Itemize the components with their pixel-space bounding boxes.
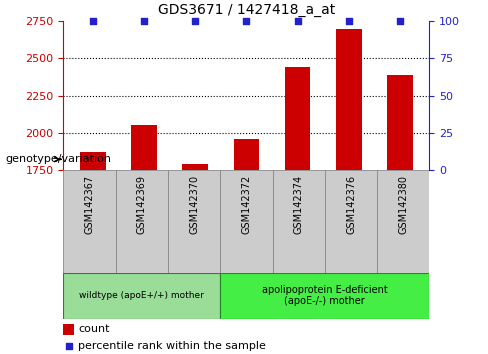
Bar	[220, 273, 429, 319]
Bar	[63, 170, 116, 273]
Text: GSM142370: GSM142370	[189, 175, 199, 234]
Bar	[80, 152, 106, 170]
Text: wildtype (apoE+/+) mother: wildtype (apoE+/+) mother	[80, 291, 204, 300]
Bar	[273, 170, 325, 273]
Bar	[168, 170, 220, 273]
Bar	[285, 67, 310, 170]
Bar	[220, 170, 273, 273]
Point	[140, 18, 148, 24]
Bar	[377, 170, 429, 273]
Point	[243, 18, 250, 24]
Text: genotype/variation: genotype/variation	[5, 154, 111, 164]
Bar	[183, 164, 208, 170]
Bar	[234, 139, 259, 170]
Title: GDS3671 / 1427418_a_at: GDS3671 / 1427418_a_at	[158, 4, 335, 17]
Bar	[336, 29, 362, 170]
Bar	[325, 170, 377, 273]
Text: GSM142372: GSM142372	[242, 175, 251, 234]
Bar	[63, 273, 220, 319]
Bar	[116, 170, 168, 273]
Text: GSM142367: GSM142367	[84, 175, 95, 234]
Point	[89, 18, 97, 24]
Text: GSM142369: GSM142369	[137, 175, 147, 234]
Point	[396, 18, 404, 24]
Point	[345, 18, 353, 24]
Text: apolipoprotein E-deficient
(apoE-/-) mother: apolipoprotein E-deficient (apoE-/-) mot…	[262, 285, 388, 307]
Point	[191, 18, 199, 24]
Text: count: count	[78, 324, 110, 334]
Text: GSM142380: GSM142380	[398, 175, 408, 234]
Point	[65, 343, 73, 349]
Text: GSM142374: GSM142374	[294, 175, 304, 234]
Bar	[131, 125, 157, 170]
Point	[294, 18, 302, 24]
Text: GSM142376: GSM142376	[346, 175, 356, 234]
Bar	[387, 75, 413, 170]
Text: percentile rank within the sample: percentile rank within the sample	[78, 341, 266, 351]
Bar	[63, 324, 74, 335]
